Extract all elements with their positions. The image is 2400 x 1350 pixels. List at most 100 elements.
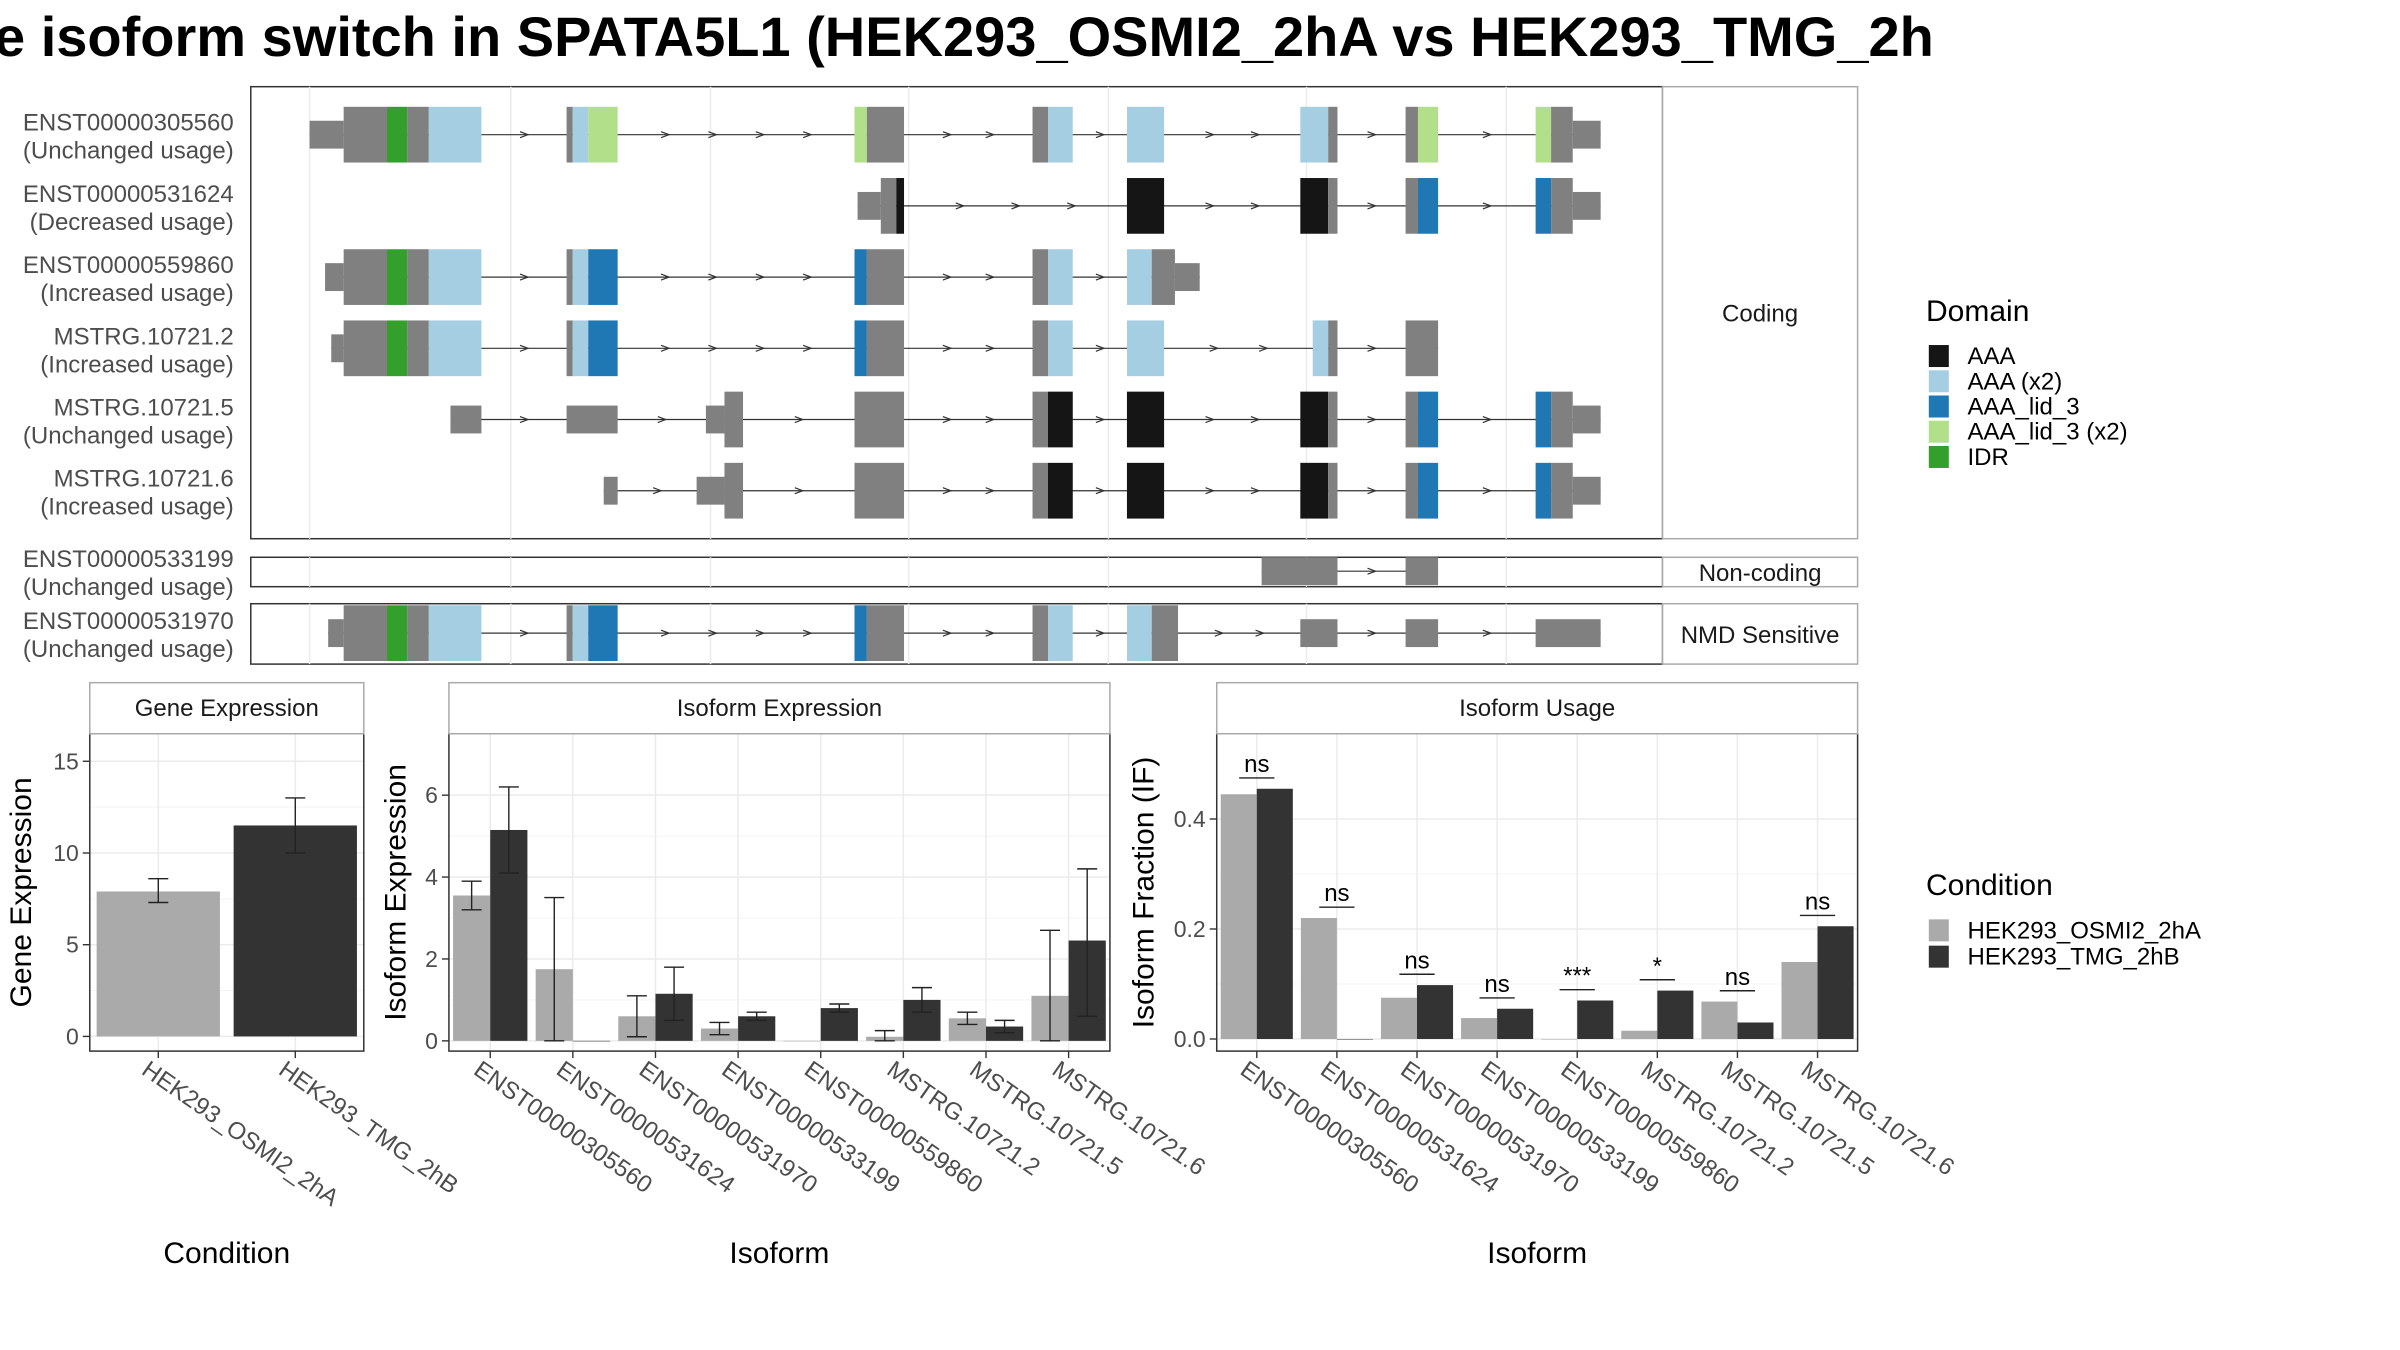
chart-title-strip	[89, 681, 365, 735]
y-axis-label: Gene Expression	[5, 777, 38, 1007]
transcript-usage-label: (Increased usage)	[40, 351, 233, 378]
significance-label: *	[1653, 953, 1662, 980]
transcript-usage-label: (Unchanged usage)	[23, 636, 234, 663]
exon-segment	[325, 263, 344, 292]
exon-segment	[1417, 106, 1439, 163]
bar	[1657, 990, 1694, 1039]
exon-segment	[328, 619, 344, 648]
domain-legend-swatch	[1928, 420, 1949, 443]
bar	[1417, 985, 1454, 1039]
exon-segment	[880, 178, 897, 234]
exon-segment	[588, 106, 618, 163]
transcript-id-label: ENST00000533199	[23, 546, 234, 573]
condition-legend-swatch	[1928, 919, 1949, 942]
intron-arrow	[942, 629, 953, 637]
bar	[1256, 788, 1293, 1039]
exon-segment	[724, 462, 744, 519]
exon-segment	[1126, 249, 1152, 305]
intron-arrow	[802, 273, 813, 281]
intron-arrow	[519, 344, 530, 352]
intron-arrow	[1095, 273, 1106, 281]
intron-arrow	[755, 273, 766, 281]
intron-arrow	[802, 629, 813, 637]
transcript-id-label: ENST00000559860	[23, 252, 234, 279]
intron-arrow	[1205, 131, 1216, 139]
intron-arrow	[985, 487, 996, 495]
bar	[1220, 794, 1257, 1039]
exon-segment	[566, 249, 573, 305]
intron-arrow	[1367, 344, 1378, 352]
y-tick-label: 0	[66, 1023, 79, 1049]
intron-arrow	[1482, 629, 1493, 637]
chart-title-strip	[448, 681, 1111, 735]
intron-arrow	[1250, 415, 1261, 424]
chart-title-strip	[1215, 681, 1859, 735]
exon-segment	[572, 605, 589, 661]
exon-segment	[450, 405, 482, 434]
exon-segment	[1405, 178, 1418, 234]
intron-arrow	[1367, 629, 1378, 637]
intron-arrow	[1367, 415, 1378, 424]
exon-segment	[309, 120, 344, 149]
exon-segment	[387, 106, 408, 163]
intron-arrow	[1482, 487, 1493, 495]
intron-arrow	[660, 344, 671, 352]
significance-label: ns	[1805, 888, 1830, 915]
exon-segment	[854, 320, 867, 377]
bar	[1336, 1038, 1373, 1040]
significance-label: ***	[1563, 963, 1591, 990]
exon-segment	[1312, 320, 1329, 377]
exon-segment	[387, 249, 408, 305]
exon-segment	[566, 106, 573, 163]
intron-arrow	[1214, 629, 1225, 637]
transcript-id-label: MSTRG.10721.6	[54, 466, 234, 493]
exon-segment	[1572, 120, 1601, 149]
exon-segment	[1328, 462, 1338, 519]
transcript-id-label: ENST00000531624	[23, 181, 234, 208]
exon-segment	[566, 405, 618, 434]
exon-segment	[1126, 106, 1165, 163]
bar	[783, 1040, 821, 1042]
exon-segment	[1300, 619, 1338, 648]
condition-legend-label: HEK293_OSMI2_2hA	[1968, 917, 2201, 944]
intron-arrow	[985, 629, 996, 637]
bar	[1541, 1038, 1578, 1040]
intron-arrow	[1255, 629, 1266, 637]
x-tick-label: MSTRG.10721.6	[1047, 1056, 1210, 1181]
intron-arrow	[708, 344, 719, 352]
exon-segment	[1047, 320, 1073, 377]
exon-segment	[1405, 106, 1418, 163]
exon-segment	[1032, 605, 1048, 661]
intron-arrow	[985, 344, 996, 352]
exon-segment	[1417, 391, 1439, 448]
condition-legend-title: Condition	[1926, 869, 2053, 902]
domain-legend-label: AAA_lid_3	[1968, 394, 2080, 421]
exon-segment	[1551, 106, 1573, 163]
intron-arrow	[1095, 131, 1106, 139]
intron-arrow	[942, 487, 953, 495]
bar	[1380, 997, 1418, 1039]
exon-segment	[1126, 462, 1165, 519]
facet-strip	[1661, 602, 1859, 665]
exon-segment	[407, 249, 429, 305]
transcript-id-label: MSTRG.10721.2	[54, 323, 234, 350]
exon-segment	[854, 249, 867, 305]
bar	[1701, 1001, 1738, 1039]
domain-legend-swatch	[1928, 395, 1949, 418]
intron-arrow	[1482, 202, 1493, 210]
exon-segment	[896, 178, 905, 234]
exon-segment	[1551, 178, 1573, 234]
exon-segment	[572, 249, 589, 305]
intron-arrow	[794, 487, 805, 495]
exon-segment	[1126, 391, 1165, 448]
intron-arrow	[942, 131, 953, 139]
transcript-id-label: ENST00000305560	[23, 110, 234, 137]
bar	[1300, 917, 1337, 1039]
intron-arrow	[660, 629, 671, 637]
exon-segment	[1328, 178, 1338, 234]
chart-1: Isoform Expression0246ENST00000305560ENS…	[380, 681, 1210, 1270]
bar	[1577, 1000, 1614, 1039]
